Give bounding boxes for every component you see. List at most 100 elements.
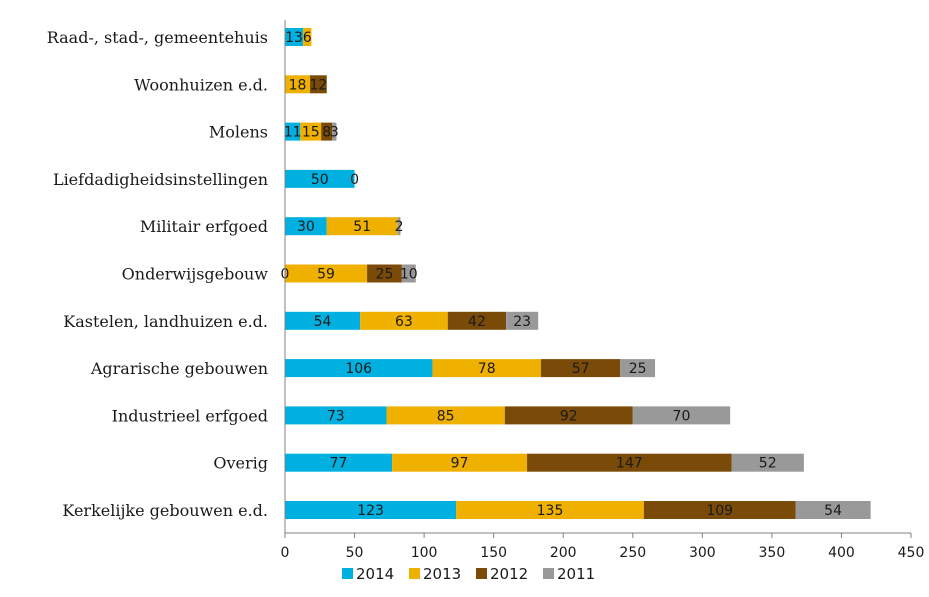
bar-segment-2013 — [285, 264, 368, 283]
bar-segment-2011 — [506, 311, 539, 330]
data-label: 2 — [395, 219, 404, 235]
bar-segment-2013 — [285, 75, 311, 94]
bar-segment-2014 — [285, 169, 355, 188]
legend-label: 2011 — [557, 565, 595, 583]
bar-segment-2011 — [795, 501, 871, 519]
bar-segment-2014 — [285, 359, 433, 378]
legend-label: 2014 — [356, 565, 394, 583]
legend: 2014 2013 2012 2011 — [342, 565, 595, 583]
category-label: Onderwijsgebouw — [122, 265, 269, 284]
bar-segment-2011 — [731, 453, 804, 472]
bar-segment-2014 — [285, 311, 361, 330]
data-label: 135 — [537, 503, 564, 519]
data-label: 123 — [357, 503, 384, 519]
legend-label: 2012 — [490, 565, 528, 583]
bar-segment-2014 — [285, 122, 301, 141]
data-label: 52 — [759, 456, 777, 472]
bar-segment-2014 — [285, 28, 304, 46]
x-tick-label: 450 — [898, 545, 925, 561]
bar-segment-2012 — [527, 453, 732, 472]
data-label: 25 — [629, 361, 647, 377]
bar-segment-2013 — [303, 28, 312, 46]
data-label: 42 — [468, 314, 486, 330]
x-tick-label: 250 — [619, 545, 646, 561]
bar-segment-2014 — [285, 501, 457, 519]
bar-segment-2013 — [360, 311, 448, 330]
bar-segment-2012 — [447, 311, 507, 330]
bar-segment-2014 — [285, 406, 387, 425]
data-label: 97 — [451, 456, 469, 472]
x-tick-label: 0 — [281, 545, 290, 561]
category-label: Industrieel erfgoed — [112, 406, 268, 425]
category-label: Molens — [209, 123, 268, 142]
data-label: 77 — [330, 456, 348, 472]
bar-segment-2013 — [456, 501, 644, 519]
data-label: 15 — [302, 125, 320, 141]
bar-segment-2012 — [310, 75, 327, 94]
legend-swatch-2013 — [409, 568, 420, 579]
data-label: 30 — [297, 219, 315, 235]
bars-layer — [285, 28, 871, 519]
category-label: Liefdadigheidsinstellingen — [53, 170, 268, 189]
category-label: Kerkelijke gebouwen e.d. — [62, 501, 268, 520]
category-label: Agrarische gebouwen — [90, 359, 268, 378]
category-label: Raad-, stad-, gemeentehuis — [47, 28, 268, 47]
data-label: 18 — [289, 77, 307, 93]
x-tick-label: 50 — [346, 545, 364, 561]
bar-segment-2012 — [643, 501, 796, 519]
bar-segment-2011 — [397, 217, 401, 236]
data-label: 25 — [376, 267, 394, 283]
legend-swatch-2014 — [342, 568, 353, 579]
bar-segment-2013 — [300, 122, 322, 141]
data-label: 63 — [395, 314, 413, 330]
category-label: Overig — [213, 454, 268, 473]
data-label: 11 — [284, 125, 302, 141]
bar-segment-2013 — [392, 453, 528, 472]
data-label: 73 — [327, 408, 345, 424]
data-label: 54 — [824, 503, 842, 519]
data-label: 57 — [572, 361, 590, 377]
x-tick-label: 100 — [411, 545, 438, 561]
data-label: 23 — [513, 314, 531, 330]
data-label: 3 — [330, 125, 339, 141]
data-label: 109 — [706, 503, 733, 519]
data-label: 59 — [317, 267, 335, 283]
bar-segment-2012 — [504, 406, 633, 425]
bar-segment-2012 — [321, 122, 333, 141]
legend-label: 2013 — [423, 565, 461, 583]
x-tick-label: 200 — [550, 545, 577, 561]
data-label: 78 — [478, 361, 496, 377]
bar-segment-2014 — [285, 217, 327, 236]
data-label: 0 — [350, 172, 359, 188]
bar-segment-2011 — [332, 122, 337, 141]
bar-segment-2012 — [540, 359, 621, 378]
category-label: Woonhuizen e.d. — [134, 75, 268, 94]
bar-segment-2012 — [367, 264, 402, 283]
data-label: 147 — [616, 456, 643, 472]
category-labels-layer: Raad-, stad-, gemeentehuis Woonhuizen e.d… — [47, 28, 269, 520]
x-tick-label: 300 — [689, 545, 716, 561]
data-label: 10 — [400, 267, 418, 283]
data-label: 54 — [314, 314, 332, 330]
data-label: 8 — [322, 125, 331, 141]
bar-segment-2013 — [386, 406, 505, 425]
x-tick-label: 350 — [759, 545, 786, 561]
data-label: 50 — [311, 172, 329, 188]
x-tick-label: 150 — [480, 545, 507, 561]
data-label: 12 — [309, 77, 327, 93]
data-label: 51 — [353, 219, 371, 235]
legend-swatch-2011 — [543, 568, 554, 579]
bar-segment-2011 — [401, 264, 416, 283]
bar-segment-2013 — [432, 359, 541, 378]
x-tick-label: 400 — [828, 545, 855, 561]
data-label: 6 — [303, 30, 312, 46]
x-axis: 0 50 100 150 200 250 300 350 400 450 — [281, 20, 925, 561]
data-label: 85 — [437, 408, 455, 424]
category-label: Militair erfgoed — [140, 217, 268, 236]
category-label: Kastelen, landhuizen e.d. — [63, 312, 268, 331]
data-label: 70 — [673, 408, 691, 424]
data-label: 92 — [560, 408, 578, 424]
data-label: 13 — [285, 30, 303, 46]
bar-segment-2013 — [326, 217, 398, 236]
